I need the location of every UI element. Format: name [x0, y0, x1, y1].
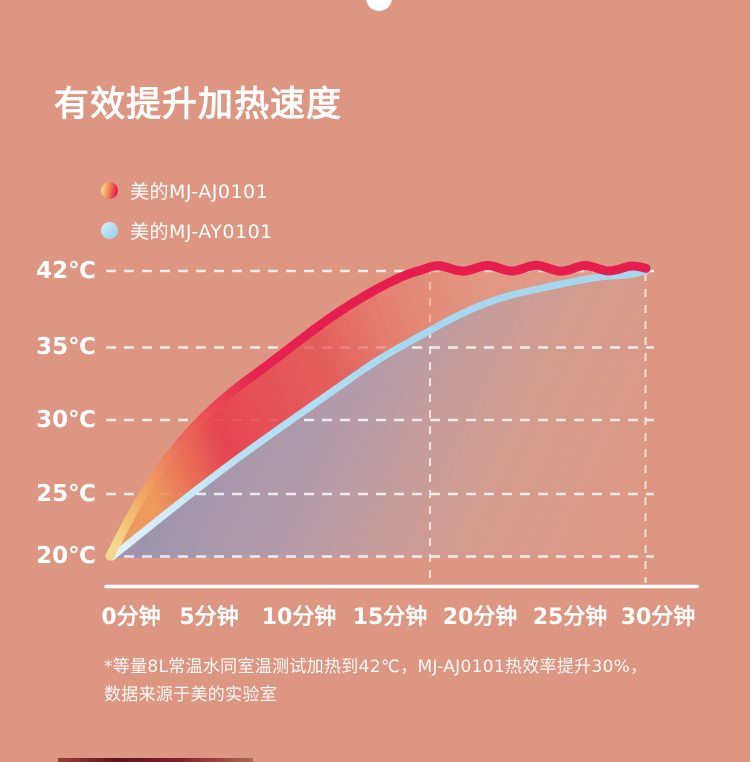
x-tick-25min: 25分钟 [532, 605, 608, 630]
legend-label-ay0101: 美的MJ-AY0101 [130, 220, 273, 243]
x-tick-20min: 20分钟 [442, 605, 518, 630]
ay0101-curve [108, 267, 650, 561]
legend-item-aj0101: 美的MJ-AJ0101 [101, 178, 269, 203]
y-tick-25c: 25℃ [36, 481, 96, 507]
legend-dot-aj0101-icon [101, 181, 118, 199]
y-tick-35c: 35℃ [36, 334, 96, 360]
footnote-line-2: 数据来源于美的实验室 [104, 685, 277, 705]
next-section-edge-strip [58, 758, 253, 762]
footnote: *等量8L常温水同室温测试加热到42℃，MJ-AJ0101热效率提升30%， 数… [104, 653, 684, 709]
x-tick-5min: 5分钟 [179, 605, 239, 630]
legend-label-aj0101: 美的MJ-AJ0101 [130, 180, 269, 203]
top-edge-circle-decoration [366, 0, 392, 11]
ay0101-area-fill [112, 271, 646, 558]
x-tick-0min: 0分钟 [101, 605, 161, 630]
y-tick-30c: 30℃ [36, 407, 96, 433]
y-tick-20c: 20℃ [36, 543, 96, 569]
legend-dot-ay0101-icon [101, 221, 118, 239]
page-title: 有效提升加热速度 [54, 85, 343, 125]
footnote-line-1: *等量8L常温水同室温测试加热到42℃，MJ-AJ0101热效率提升30%， [104, 657, 648, 677]
x-tick-15min: 15分钟 [352, 605, 428, 630]
aj0101-curve [105, 260, 651, 561]
y-tick-42c: 42℃ [36, 258, 96, 284]
legend-item-ay0101: 美的MJ-AY0101 [101, 218, 273, 243]
x-tick-30min: 30分钟 [620, 605, 696, 630]
aj0101-area-fill [110, 265, 646, 557]
x-tick-10min: 10分钟 [261, 605, 337, 630]
